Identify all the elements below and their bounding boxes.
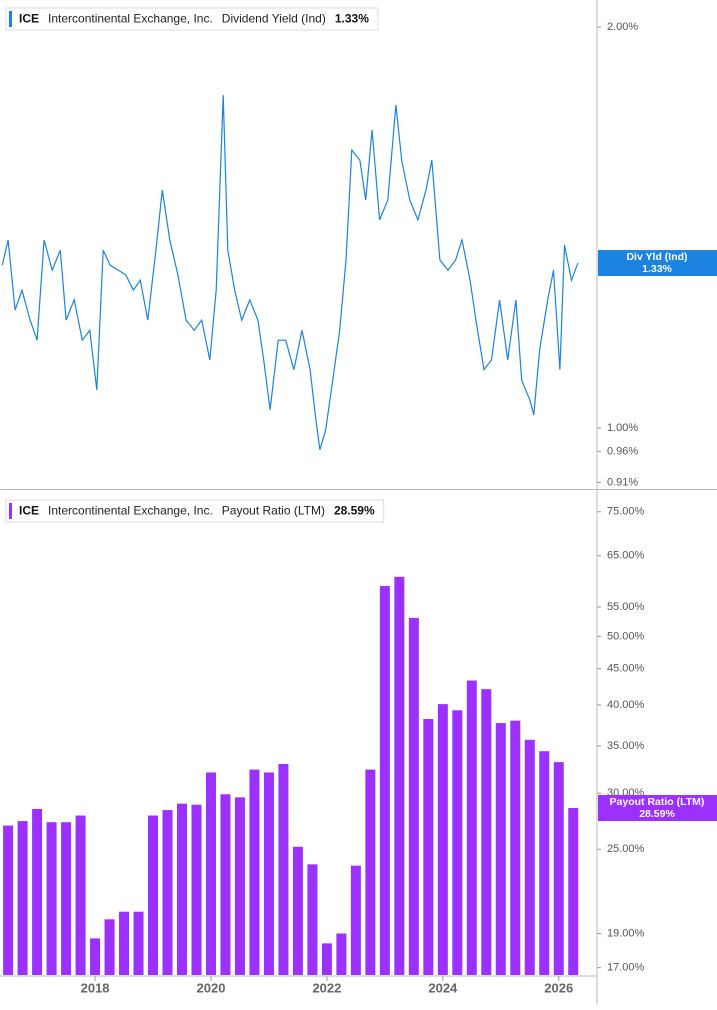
y-tick-label: 0.91% bbox=[607, 476, 638, 488]
y-tick-label: 35.00% bbox=[607, 740, 645, 752]
x-tick-label: 2024 bbox=[428, 980, 458, 995]
line-series bbox=[1, 95, 579, 450]
y-tick-label: 17.00% bbox=[607, 962, 645, 974]
legend-box bbox=[5, 499, 385, 523]
flag-label: Div Yld (Ind) bbox=[626, 251, 687, 263]
flag-label: Payout Ratio (LTM) bbox=[610, 796, 705, 808]
legend-swatch bbox=[9, 503, 12, 519]
y-tick-label: 50.00% bbox=[607, 630, 645, 642]
bar bbox=[495, 723, 506, 975]
legend-ticker: ICE bbox=[19, 504, 39, 518]
value-flag bbox=[598, 795, 717, 822]
bar bbox=[408, 617, 419, 975]
bar bbox=[524, 739, 535, 975]
bar bbox=[61, 822, 72, 975]
bar bbox=[176, 803, 187, 975]
bar bbox=[365, 769, 376, 975]
legend-company: Intercontinental Exchange, Inc. bbox=[48, 12, 213, 26]
bar bbox=[278, 763, 289, 975]
bar bbox=[249, 769, 260, 975]
bar bbox=[148, 815, 159, 975]
bar bbox=[292, 846, 303, 975]
bar bbox=[452, 710, 463, 975]
y-tick-label: 2.00% bbox=[607, 21, 638, 33]
legend-value: 1.33% bbox=[335, 12, 369, 26]
y-tick-label: 75.00% bbox=[607, 506, 645, 518]
x-tick-label: 2020 bbox=[197, 980, 226, 995]
value-flag bbox=[598, 250, 717, 277]
bar bbox=[539, 751, 550, 975]
bar bbox=[510, 720, 521, 975]
y-tick-label: 40.00% bbox=[607, 699, 645, 711]
y-tick-label: 19.00% bbox=[607, 927, 645, 939]
legend: ICE Intercontinental Exchange, Inc. Payout… bbox=[5, 499, 385, 523]
y-tick-label: 45.00% bbox=[607, 663, 645, 675]
legend-series: Dividend Yield (Ind) bbox=[222, 12, 326, 26]
bar bbox=[553, 762, 564, 975]
bar bbox=[17, 821, 28, 975]
legend-value: 28.59% bbox=[334, 504, 375, 518]
bar bbox=[162, 810, 173, 975]
x-tick-label: 2018 bbox=[81, 980, 110, 995]
bar bbox=[32, 808, 43, 975]
bar bbox=[75, 815, 86, 975]
bar bbox=[191, 804, 202, 975]
bar bbox=[321, 943, 332, 975]
y-tick-label: 1.00% bbox=[607, 422, 638, 434]
bar bbox=[466, 680, 477, 975]
legend-ticker: ICE bbox=[19, 12, 39, 26]
bar bbox=[3, 825, 14, 975]
bar bbox=[350, 865, 361, 975]
bar bbox=[423, 719, 434, 975]
legend-swatch bbox=[9, 11, 12, 27]
bar bbox=[46, 822, 57, 975]
bar bbox=[90, 938, 101, 975]
flag-value: 28.59% bbox=[639, 808, 675, 820]
flag-value: 1.33% bbox=[642, 263, 672, 275]
y-tick-label: 55.00% bbox=[607, 601, 645, 613]
bar bbox=[133, 911, 144, 975]
bar bbox=[394, 576, 405, 975]
bar bbox=[234, 797, 245, 975]
y-tick-label: 65.00% bbox=[607, 550, 645, 562]
bar bbox=[437, 704, 448, 975]
legend-series: Payout Ratio (LTM) bbox=[222, 504, 325, 518]
bar bbox=[307, 864, 318, 975]
bar bbox=[205, 772, 216, 975]
legend: ICE Intercontinental Exchange, Inc. Divide… bbox=[5, 7, 379, 31]
y-tick-label: 25.00% bbox=[607, 843, 645, 855]
bar bbox=[379, 586, 390, 975]
x-tick-label: 2022 bbox=[312, 980, 341, 995]
bar bbox=[336, 933, 347, 975]
bar bbox=[104, 919, 115, 975]
y-tick-label: 0.96% bbox=[607, 446, 638, 458]
bar bbox=[568, 808, 579, 975]
legend-box bbox=[5, 7, 379, 31]
legend-company: Intercontinental Exchange, Inc. bbox=[48, 504, 213, 518]
bar bbox=[119, 911, 130, 975]
x-tick-label: 2026 bbox=[544, 980, 573, 995]
bar bbox=[481, 689, 492, 975]
bar bbox=[263, 772, 274, 975]
bar bbox=[220, 794, 231, 975]
